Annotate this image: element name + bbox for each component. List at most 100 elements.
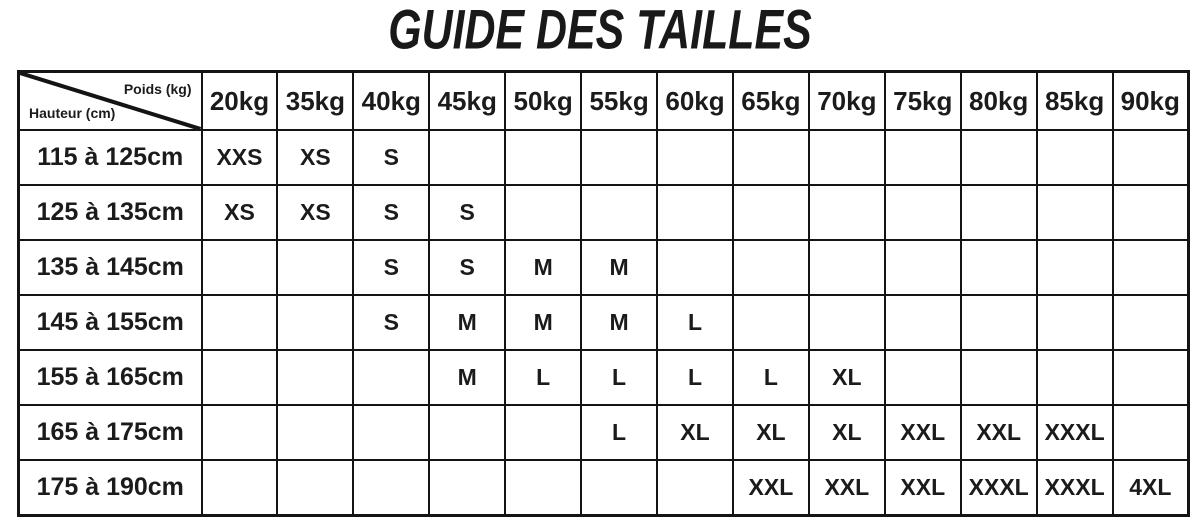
- size-cell: XL: [731, 404, 810, 461]
- size-cell: M: [580, 294, 659, 351]
- size-cell: 4XL: [1111, 459, 1190, 517]
- size-cell: [1111, 184, 1190, 241]
- size-cell: [1035, 184, 1114, 241]
- weight-header-cell: 65kg: [731, 70, 810, 131]
- size-cell: [428, 459, 507, 517]
- size-cell: [504, 129, 583, 186]
- size-cell: XXL: [807, 459, 886, 517]
- weight-header-cell: 35kg: [276, 70, 355, 131]
- size-cell: [580, 459, 659, 517]
- size-cell: L: [656, 349, 734, 406]
- table-row: 135 à 145cm S S M M: [17, 239, 1190, 296]
- size-cell: [1111, 404, 1190, 461]
- size-cell: XXS: [200, 129, 279, 186]
- size-cell: [1035, 294, 1114, 351]
- size-cell: [656, 459, 734, 517]
- weight-header-cell: 85kg: [1035, 70, 1114, 131]
- size-cell: [807, 129, 886, 186]
- size-cell: [959, 184, 1038, 241]
- size-cell: [807, 184, 886, 241]
- size-cell: S: [352, 239, 431, 296]
- size-cell: XL: [656, 404, 734, 461]
- size-cell: [731, 294, 810, 351]
- size-cell: [959, 349, 1038, 406]
- size-cell: L: [580, 404, 659, 461]
- size-cell: S: [428, 184, 507, 241]
- size-cell: M: [504, 294, 583, 351]
- size-cell: [352, 459, 431, 517]
- height-label-cell: 135 à 145cm: [17, 239, 203, 296]
- weight-header-cell: 55kg: [580, 70, 659, 131]
- height-label-cell: 165 à 175cm: [17, 404, 203, 461]
- size-cell: [959, 129, 1038, 186]
- size-cell: XS: [276, 184, 355, 241]
- size-cell: [428, 129, 507, 186]
- size-cell: M: [428, 294, 507, 351]
- table-row: 175 à 190cm XXL XXL XXL XXXL XXXL 4XL: [17, 459, 1190, 517]
- size-cell: XXXL: [1035, 459, 1114, 517]
- table-row: 155 à 165cm M L L L L XL: [17, 349, 1190, 406]
- size-cell: [352, 404, 431, 461]
- size-guide-table: Poids (kg) Hauteur (cm) 20kg 35kg 40kg 45kg…: [17, 70, 1190, 517]
- size-cell: S: [428, 239, 507, 296]
- size-cell: XXL: [883, 459, 962, 517]
- weight-header-cell: 80kg: [959, 70, 1038, 131]
- size-cell: [276, 294, 355, 351]
- size-cell: L: [580, 349, 659, 406]
- size-cell: L: [504, 349, 583, 406]
- size-cell: [807, 239, 886, 296]
- weight-header-cell: 60kg: [656, 70, 734, 131]
- size-cell: [1035, 239, 1114, 296]
- size-cell: [883, 129, 962, 186]
- weight-header-cell: 45kg: [428, 70, 507, 131]
- corner-cell: Poids (kg) Hauteur (cm): [17, 70, 203, 131]
- height-label-cell: 145 à 155cm: [17, 294, 203, 351]
- size-cell: XL: [807, 404, 886, 461]
- size-cell: [276, 349, 355, 406]
- size-cell: M: [428, 349, 507, 406]
- table-row: 115 à 125cm XXS XS S: [17, 129, 1190, 186]
- table-row: 145 à 155cm S M M M L: [17, 294, 1190, 351]
- size-cell: [580, 129, 659, 186]
- table-header-row: Poids (kg) Hauteur (cm) 20kg 35kg 40kg 45kg…: [17, 70, 1190, 131]
- size-cell: XXL: [731, 459, 810, 517]
- size-cell: L: [656, 294, 734, 351]
- table-row: 165 à 175cm L XL XL XL XXL XXL XXXL: [17, 404, 1190, 461]
- size-cell: [807, 294, 886, 351]
- size-cell: [731, 184, 810, 241]
- weight-header-cell: 90kg: [1111, 70, 1190, 131]
- size-cell: [883, 294, 962, 351]
- size-cell: M: [580, 239, 659, 296]
- size-cell: [1035, 349, 1114, 406]
- size-cell: [504, 459, 583, 517]
- table-body: 115 à 125cm XXS XS S 125 à 135cm XS XS S S 135 à …: [17, 129, 1190, 517]
- size-cell: XS: [276, 129, 355, 186]
- height-label-cell: 155 à 165cm: [17, 349, 203, 406]
- height-label-cell: 175 à 190cm: [17, 459, 203, 517]
- weight-header-cell: 20kg: [200, 70, 279, 131]
- size-cell: [580, 184, 659, 241]
- size-cell: S: [352, 129, 431, 186]
- height-axis-label: Hauteur (cm): [29, 105, 116, 121]
- size-cell: [352, 349, 431, 406]
- size-cell: [1111, 294, 1190, 351]
- size-cell: [428, 404, 507, 461]
- size-cell: [1111, 349, 1190, 406]
- size-cell: [1111, 239, 1190, 296]
- size-cell: XXXL: [1035, 404, 1114, 461]
- size-cell: [200, 239, 279, 296]
- weight-header-cell: 70kg: [807, 70, 886, 131]
- size-cell: XXL: [883, 404, 962, 461]
- size-cell: [959, 294, 1038, 351]
- table-row: 125 à 135cm XS XS S S: [17, 184, 1190, 241]
- size-cell: [504, 184, 583, 241]
- size-cell: L: [731, 349, 810, 406]
- size-cell: [200, 294, 279, 351]
- size-cell: [656, 184, 734, 241]
- size-cell: XL: [807, 349, 886, 406]
- size-cell: [200, 459, 279, 517]
- weight-header-cell: 40kg: [352, 70, 431, 131]
- size-cell: [1111, 129, 1190, 186]
- size-cell: [959, 239, 1038, 296]
